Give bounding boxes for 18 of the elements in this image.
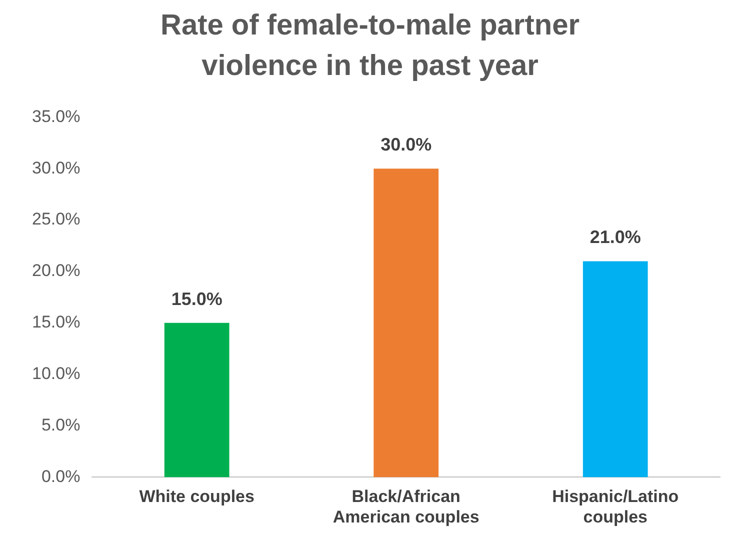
y-tick-label: 20.0% xyxy=(32,261,80,280)
x-tick-label: Black/African American couples xyxy=(332,487,480,526)
x-tick-label: Hispanic/Latino couples xyxy=(552,487,679,526)
x-tick-label: White couples xyxy=(139,487,254,506)
y-tick-label: 30.0% xyxy=(32,158,80,178)
bar xyxy=(374,168,439,478)
y-tick-label: 15.0% xyxy=(32,312,80,332)
data-label: 30.0% xyxy=(380,134,432,155)
y-tick-label: 0.0% xyxy=(41,466,80,486)
y-tick-label: 10.0% xyxy=(32,364,80,384)
y-tick-label: 35.0% xyxy=(32,106,80,126)
data-label: 15.0% xyxy=(171,288,222,309)
y-tick-label: 25.0% xyxy=(32,210,80,229)
chart-title: Rate of female-to-male partner violence in the past year xyxy=(160,9,580,82)
bar xyxy=(582,261,648,478)
bar xyxy=(164,322,230,478)
y-tick-label: 5.0% xyxy=(41,415,80,434)
data-label: 21.0% xyxy=(590,227,641,248)
